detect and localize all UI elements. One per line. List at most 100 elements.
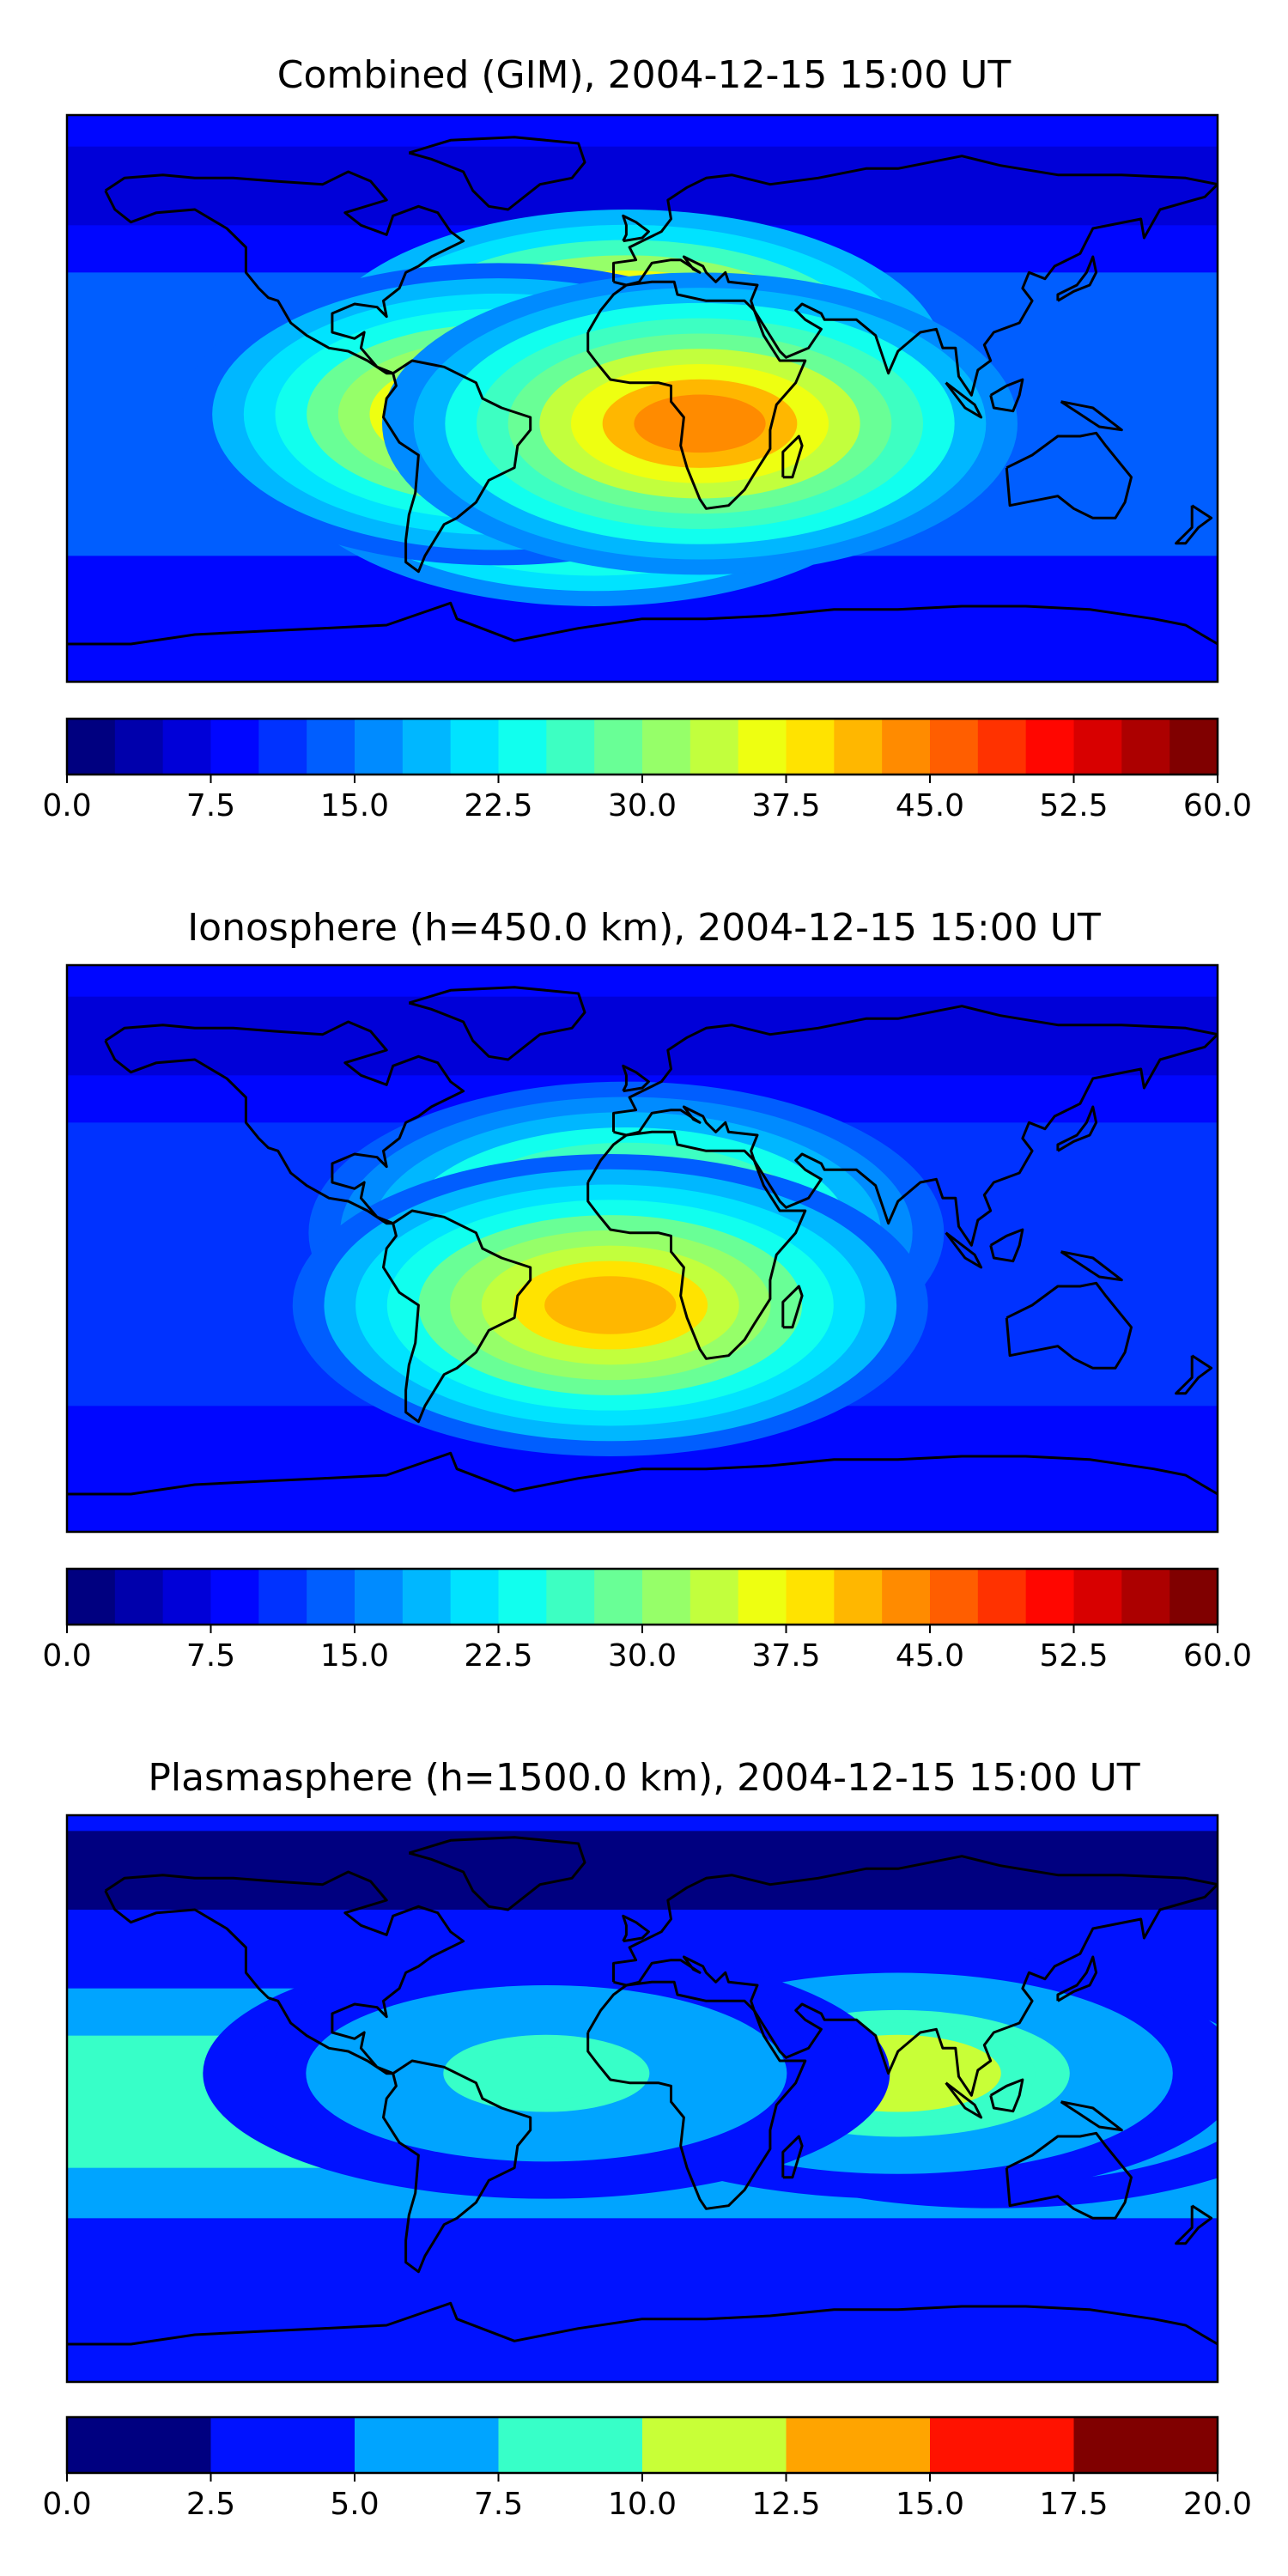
- colorbar-segment-7: [402, 719, 452, 775]
- colorbar-segment-4: [258, 1569, 307, 1625]
- colorbar-segment-2: [162, 719, 212, 775]
- coastline-0: [104, 1020, 465, 1225]
- coastline-8: [1056, 1955, 1098, 2002]
- colorbar-segment-12: [642, 719, 691, 775]
- coastline-3: [586, 1130, 807, 1360]
- panel-2-title: Ionosphere (h=450.0 km), 2004-12-15 15:0…: [187, 906, 1101, 950]
- coastline-6: [67, 601, 1218, 646]
- contour-field: [67, 115, 1218, 682]
- colorbar-segment-0: [67, 1569, 116, 1625]
- coastline-4: [612, 155, 1218, 397]
- colorbar-segment-12: [642, 1569, 691, 1625]
- coastline-1: [382, 2059, 532, 2274]
- coastline-7: [622, 1914, 650, 1943]
- colorbar-segment-0: [67, 2417, 212, 2473]
- colorbar-segment-1: [114, 1569, 164, 1625]
- contour-field: [67, 965, 1218, 1532]
- coastline-9: [781, 1285, 804, 1329]
- colorbar-tick-label-1: 7.5: [186, 788, 235, 823]
- coastline-2: [408, 986, 586, 1061]
- colorbar-tick-label-4: 30.0: [608, 1638, 677, 1674]
- coastline-2: [408, 136, 586, 211]
- map-frame: [65, 113, 1219, 683]
- colorbar-segment-20: [1025, 719, 1075, 775]
- colorbar-tick-label-3: 22.5: [464, 1638, 532, 1674]
- colorbar-tick-label-7: 17.5: [1039, 2487, 1108, 2522]
- colorbar-tick-label-6: 45.0: [896, 1638, 964, 1674]
- panel-2-map: [65, 963, 1219, 1534]
- colorbar-segment-13: [690, 719, 739, 775]
- coastline-3: [586, 1980, 807, 2210]
- coastline-11: [945, 2081, 983, 2119]
- colorbar-segment-17: [882, 1569, 931, 1625]
- colorbar-tick-label-5: 12.5: [751, 2487, 820, 2522]
- coastline-6: [67, 1451, 1218, 1496]
- colorbar-segment-11: [594, 1569, 643, 1625]
- coastline-0: [104, 170, 465, 375]
- field-band-north: [67, 996, 1218, 1076]
- colorbar-segment-11: [594, 719, 643, 775]
- colorbar-segment-3: [210, 1569, 259, 1625]
- coastline-3: [586, 280, 807, 510]
- coastline-5: [1005, 1281, 1133, 1370]
- colorbar-segment-9: [498, 1569, 547, 1625]
- colorbar-segment-1: [114, 719, 164, 775]
- colorbar-segment-2: [355, 2417, 500, 2473]
- colorbar-tick-label-2: 15.0: [320, 788, 389, 823]
- colorbar-tick-label-7: 52.5: [1039, 1638, 1108, 1674]
- contour-field: [67, 1815, 1218, 2382]
- coastline-8: [1056, 255, 1098, 302]
- coastlines: [67, 986, 1218, 1496]
- colorbar-segment-10: [546, 719, 595, 775]
- colorbar-segment-8: [450, 1569, 500, 1625]
- colorbar-segment-14: [738, 1569, 787, 1625]
- colorbar-segment-5: [786, 2417, 931, 2473]
- colorbar-segment-1: [210, 2417, 355, 2473]
- coastline-10: [989, 1228, 1024, 1263]
- panel-1-title: Combined (GIM), 2004-12-15 15:00 UT: [276, 53, 1012, 97]
- colorbar-segment-22: [1121, 1569, 1170, 1625]
- panel-1-map: [65, 113, 1219, 683]
- contour-level-1-8: [544, 1276, 677, 1334]
- colorbar-segment-6: [930, 2417, 1075, 2473]
- panel-2-colorbar: 0.0 7.5 15.0 22.5 30.0 37.5 45.0 52.5 60.0: [42, 1567, 1252, 1674]
- colorbar-segment-15: [786, 719, 835, 775]
- colorbar-segment-18: [930, 719, 979, 775]
- colorbar-segment-7: [402, 1569, 452, 1625]
- colorbar-segment-4: [642, 2417, 787, 2473]
- colorbar-tick-label-4: 30.0: [608, 788, 677, 823]
- panel-3-colorbar: 0.0 2.5 5.0 7.5 10.0 12.5 15.0 17.5 20.0: [42, 2415, 1252, 2522]
- coastline-5: [1005, 2131, 1133, 2220]
- colorbar-tick-label-8: 60.0: [1183, 1638, 1252, 1674]
- contour-level-2-8: [477, 2047, 616, 2100]
- colorbar-tick-label-6: 45.0: [896, 788, 964, 823]
- coastline-12: [1060, 1250, 1123, 1282]
- coastlines: [67, 1836, 1218, 2346]
- coastline-7: [622, 214, 650, 243]
- colorbar-tick-label-1: 2.5: [186, 2487, 235, 2522]
- coastline-6: [67, 2301, 1218, 2346]
- panel-3-title: Plasmasphere (h=1500.0 km), 2004-12-15 1…: [148, 1756, 1140, 1800]
- colorbar-segment-2: [162, 1569, 212, 1625]
- contour-level-3-8: [634, 394, 766, 453]
- panel-3-map: [65, 1814, 1219, 2384]
- coastline-11: [945, 381, 983, 419]
- colorbar-tick-label-0: 0.0: [42, 2487, 91, 2522]
- colorbar-tick-label-5: 37.5: [751, 1638, 820, 1674]
- coastline-7: [622, 1064, 650, 1093]
- coastline-13: [1175, 2204, 1213, 2245]
- colorbar-segment-16: [834, 1569, 883, 1625]
- colorbar-segment-22: [1121, 719, 1170, 775]
- coastline-10: [989, 2078, 1024, 2113]
- coastline-2: [408, 1836, 586, 1911]
- colorbar-tick-label-5: 37.5: [751, 788, 820, 823]
- colorbar-tick-label-3: 22.5: [464, 788, 532, 823]
- colorbar-tick-label-4: 10.0: [608, 2487, 677, 2522]
- colorbar-segment-23: [1170, 1569, 1218, 1625]
- colorbar-segment-9: [498, 719, 547, 775]
- colorbar-segment-21: [1073, 719, 1122, 775]
- colorbar-segment-3: [498, 2417, 643, 2473]
- coastline-1: [382, 1209, 532, 1424]
- colorbar-segment-3: [210, 719, 259, 775]
- coastline-13: [1175, 504, 1213, 545]
